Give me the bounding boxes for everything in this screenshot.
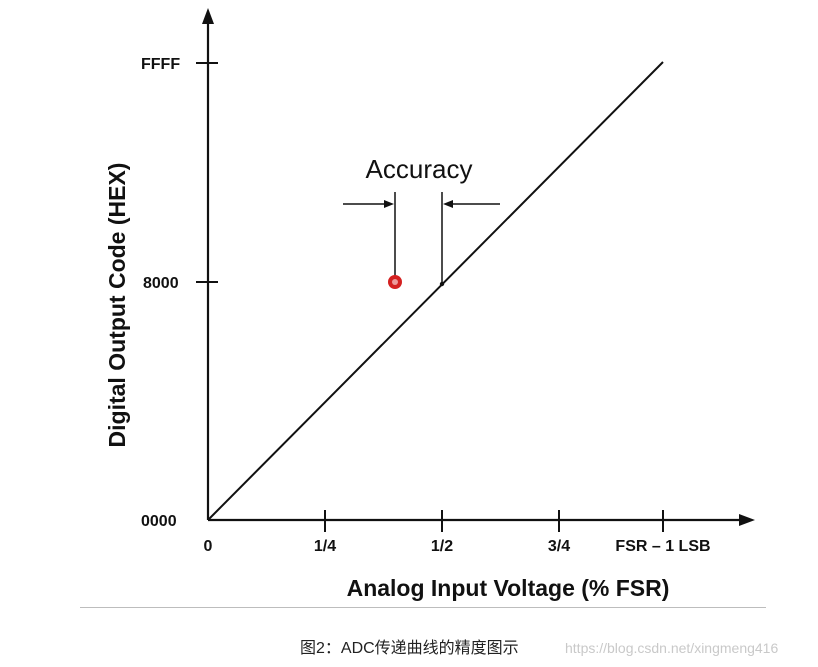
x-axis-arrow	[739, 514, 755, 526]
y-tick-label-8000: 8000	[143, 275, 179, 292]
x-axis-title: Analog Input Voltage (% FSR)	[347, 575, 670, 601]
y-axis-arrow	[202, 8, 214, 24]
watermark: https://blog.csdn.net/xingmeng416	[565, 640, 779, 656]
accuracy-right-arrowhead	[443, 200, 453, 208]
measured-point-marker	[388, 275, 402, 289]
y-tick-label-0000: 0000	[141, 513, 177, 530]
transfer-line	[207, 61, 664, 521]
ideal-point	[439, 281, 445, 287]
accuracy-label: Accuracy	[366, 154, 473, 184]
figure-caption: 图2：ADC传递曲线的精度图示	[300, 640, 519, 657]
x-tick-label-quarter: 1/4	[314, 538, 336, 555]
x-tick-label-0: 0	[204, 538, 213, 555]
x-tick-label-half: 1/2	[431, 538, 453, 555]
x-tick-label-three-quarter: 3/4	[548, 538, 570, 555]
x-tick-label-fsr: FSR – 1 LSB	[615, 538, 710, 555]
y-axis-title: Digital Output Code (HEX)	[104, 163, 130, 448]
caption-divider	[80, 607, 766, 608]
y-tick-label-ffff: FFFF	[141, 56, 180, 73]
accuracy-left-arrowhead	[384, 200, 394, 208]
